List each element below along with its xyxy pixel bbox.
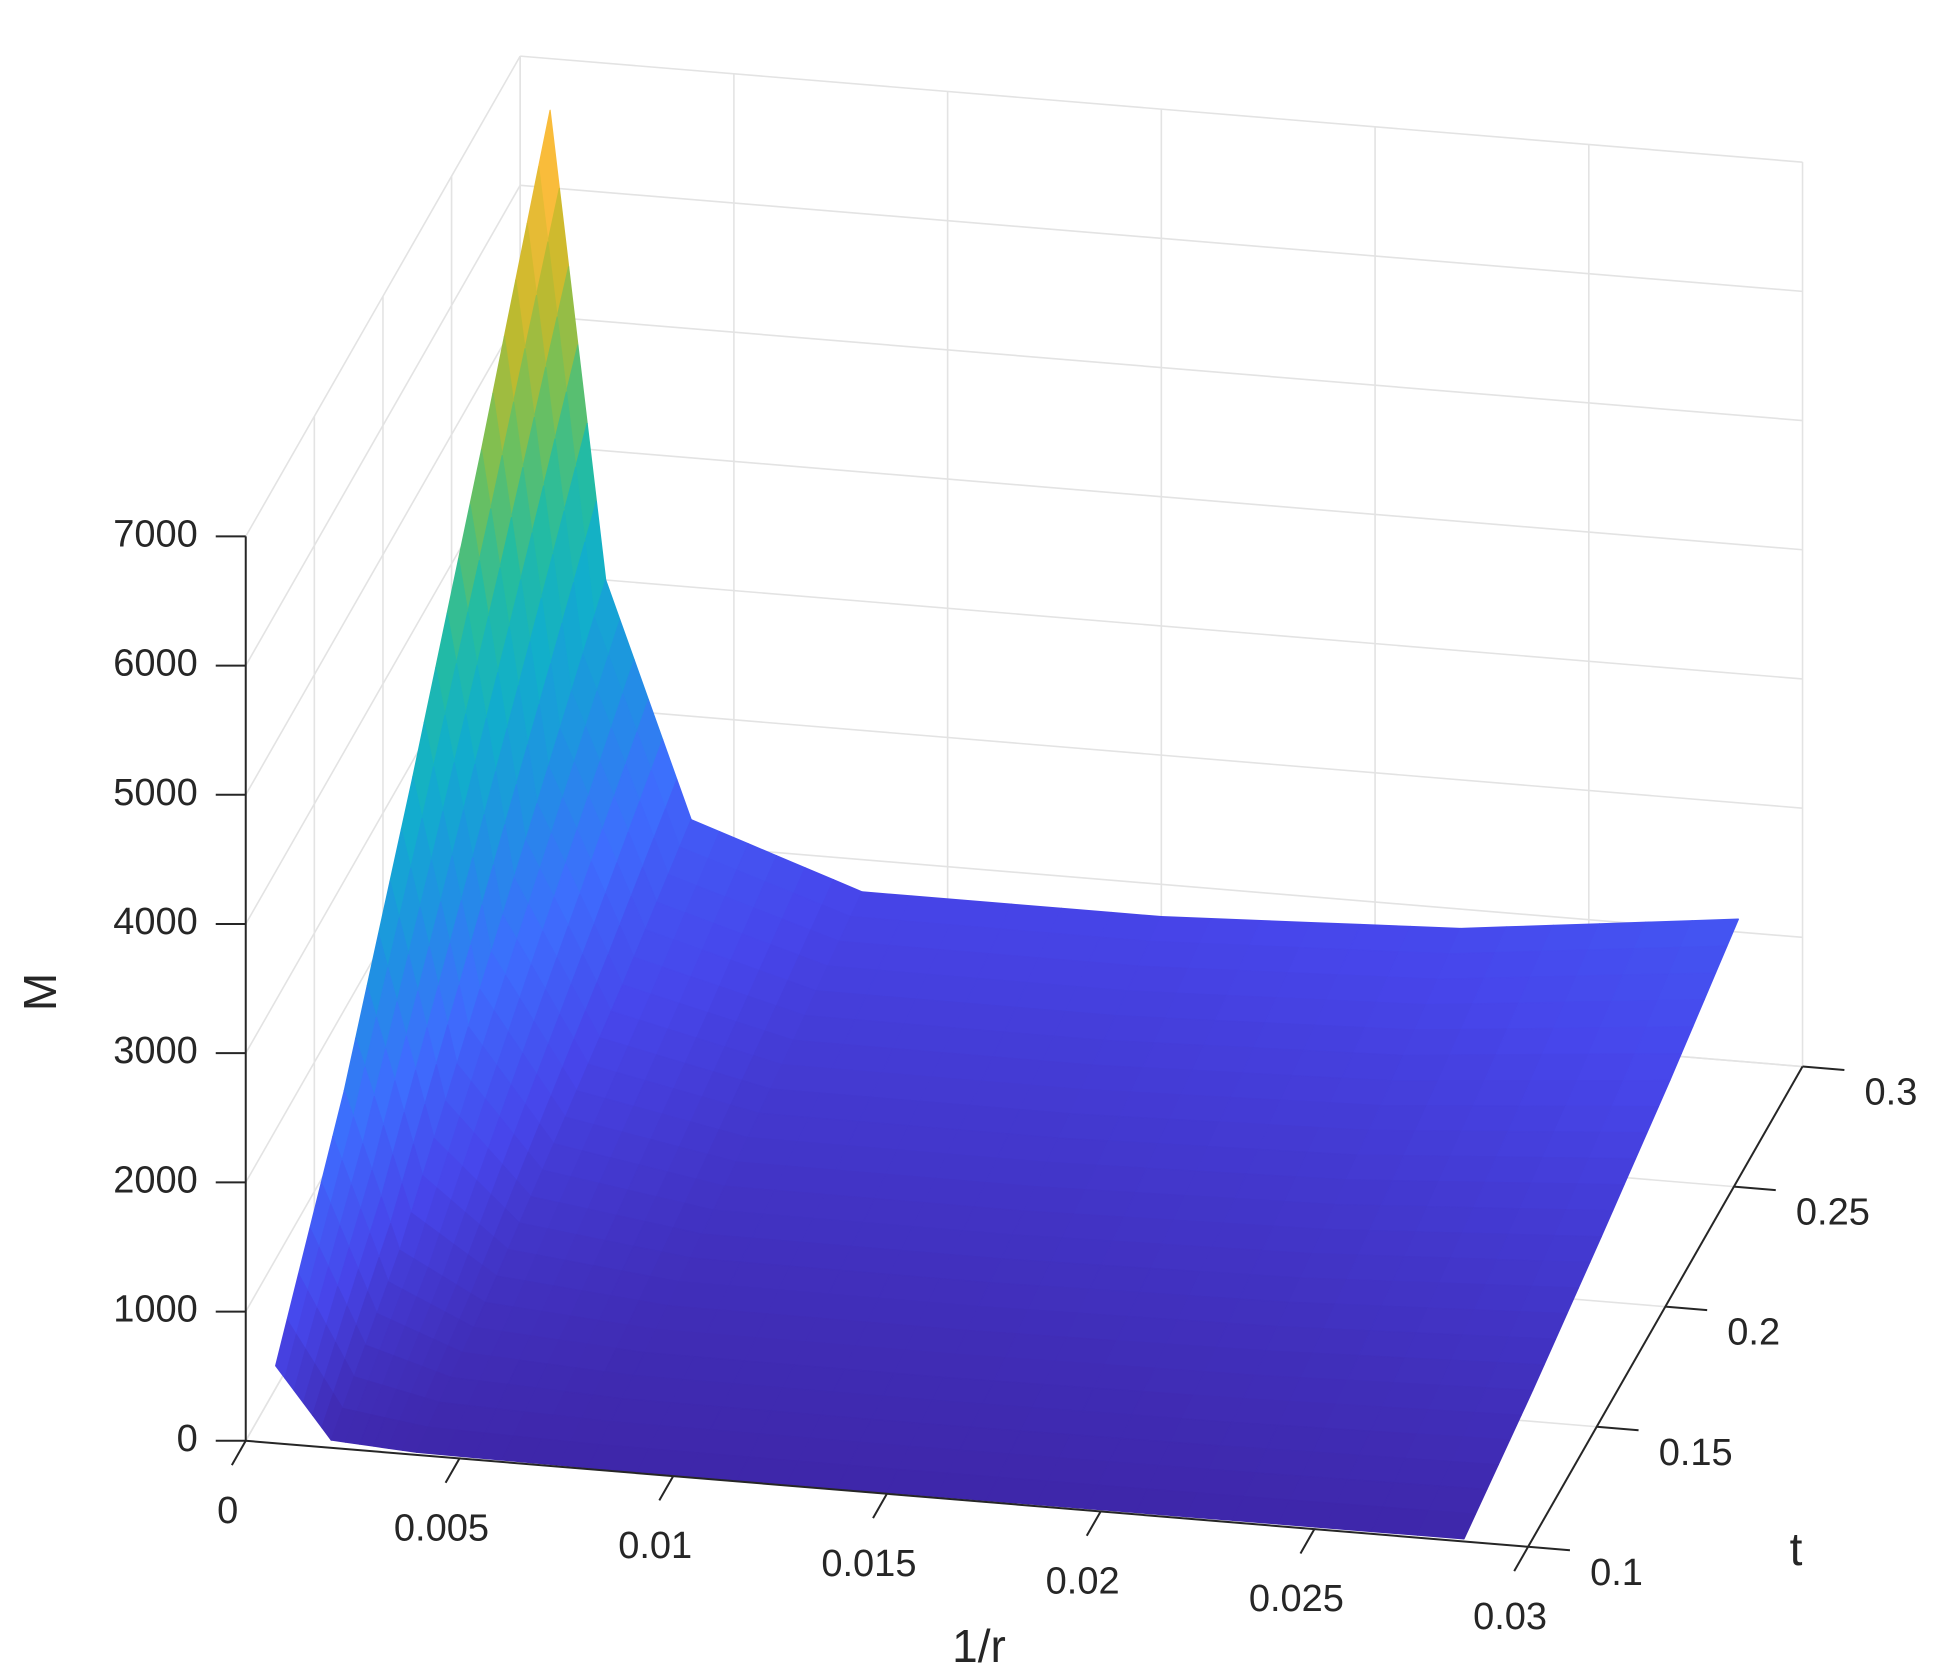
grid-line xyxy=(245,55,521,537)
x-tick-label: 0 xyxy=(217,1490,238,1532)
z-tick-label: 4000 xyxy=(113,901,198,943)
z-tick-label: 0 xyxy=(177,1418,198,1460)
grid-line xyxy=(520,442,1803,551)
z-tick-label: 1000 xyxy=(113,1289,198,1331)
grid-line xyxy=(520,313,1803,422)
surface-layer xyxy=(275,109,1740,1540)
grid-line xyxy=(520,572,1803,680)
y-tick xyxy=(1528,1545,1571,1552)
y-tick-label: 0.3 xyxy=(1865,1072,1918,1114)
x-tick xyxy=(1299,1528,1316,1554)
x-tick xyxy=(1513,1546,1529,1572)
grid-line xyxy=(520,55,1803,163)
grid-line xyxy=(245,184,521,666)
z-axis-label: M xyxy=(14,973,66,1011)
x-tick-label: 0.005 xyxy=(394,1507,489,1549)
grid-line xyxy=(520,184,1803,293)
y-tick xyxy=(1802,1065,1845,1072)
x-tick xyxy=(444,1457,461,1484)
y-tick-label: 0.15 xyxy=(1659,1432,1733,1474)
axes-layer: 0 1000 2000 3000 4000 5000 6000 7000 0 0.005 0.01 0… xyxy=(14,513,1917,1672)
x-tick-label: 0.02 xyxy=(1046,1560,1120,1602)
surface-patch xyxy=(1417,1510,1477,1540)
x-tick xyxy=(872,1493,888,1519)
x-axis-label: 1/r xyxy=(952,1620,1006,1672)
x-tick-label: 0.01 xyxy=(618,1525,692,1567)
y-tick-label: 0.2 xyxy=(1727,1312,1780,1354)
y-axis-label: t xyxy=(1790,1523,1803,1575)
z-tick-label: 2000 xyxy=(113,1159,198,1201)
y-tick xyxy=(1665,1305,1708,1312)
y-tick xyxy=(1596,1425,1639,1432)
x-tick xyxy=(230,1440,247,1466)
x-tick xyxy=(1085,1510,1102,1537)
grid-line xyxy=(245,314,521,796)
y-tick xyxy=(1733,1185,1776,1192)
z-tick-label: 7000 xyxy=(113,513,198,555)
y-tick-label: 0.1 xyxy=(1590,1552,1643,1594)
z-tick-label: 6000 xyxy=(113,643,198,685)
x-tick-label: 0.015 xyxy=(821,1543,916,1585)
z-tick-label: 3000 xyxy=(113,1030,198,1072)
x-tick-label: 0.03 xyxy=(1473,1596,1547,1638)
grid-line xyxy=(520,701,1803,809)
x-tick-label: 0.025 xyxy=(1249,1578,1344,1620)
x-tick xyxy=(658,1475,675,1501)
z-tick-label: 5000 xyxy=(113,772,198,814)
y-tick-label: 0.25 xyxy=(1796,1192,1870,1234)
